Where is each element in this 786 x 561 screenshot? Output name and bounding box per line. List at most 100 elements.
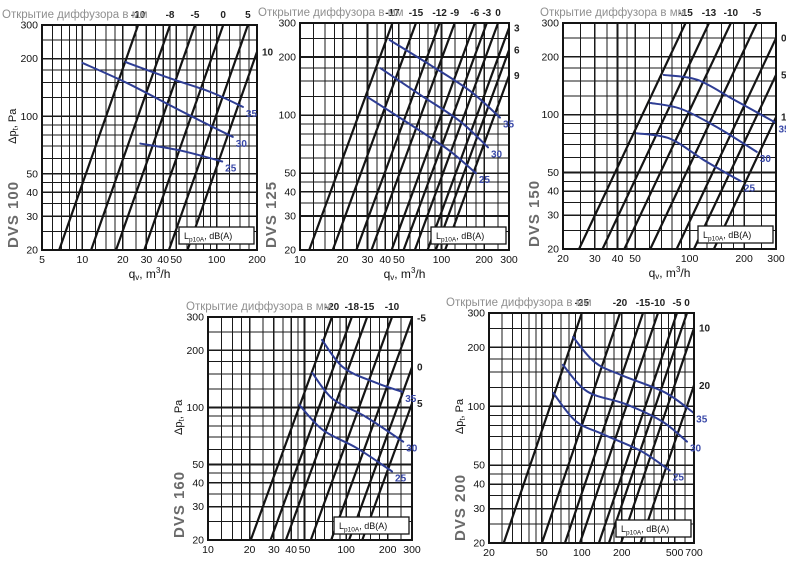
opening-line (426, 27, 509, 250)
noise-curve-label: 30 (491, 149, 503, 160)
y-tick-label: 100 (186, 402, 204, 414)
y-tick-label: 40 (192, 477, 204, 489)
opening-label-top: -25 (575, 298, 590, 309)
x-tick-label: 50 (536, 547, 548, 559)
opening-lines (58, 25, 257, 250)
x-tick-label: 50 (629, 253, 641, 265)
y-tick-label: 50 (26, 168, 38, 180)
y-tick-label: 20 (473, 538, 485, 550)
x-tick-label: 50 (299, 544, 311, 556)
noise-curve-label: 25 (673, 472, 685, 483)
opening-line (402, 23, 488, 250)
model-label: DVS 100 (5, 181, 22, 248)
noise-curve-label: 30 (406, 444, 418, 455)
opening-line (502, 313, 583, 543)
y-tick-label: 50 (473, 460, 485, 472)
noise-curve-30 (81, 61, 234, 138)
opening-label-top: 5 (245, 10, 251, 21)
opening-label-right: 0 (417, 363, 423, 374)
opening-label-top: -3 (482, 8, 491, 19)
x-tick-label: 700 (685, 547, 703, 559)
noise-curves (81, 61, 244, 163)
opening-line (284, 317, 369, 540)
noise-curve-25 (298, 404, 393, 473)
opening-label-top: -8 (166, 10, 175, 21)
noise-curve-label: 25 (479, 175, 491, 186)
y-tick-label: 30 (547, 210, 559, 222)
opening-label-top: -5 (752, 8, 761, 19)
x-tick-label: 30 (589, 253, 601, 265)
model-label: DVS 160 (171, 471, 188, 538)
opening-line (623, 23, 732, 249)
noise-level-box (697, 225, 774, 244)
noise-curve-25 (635, 132, 742, 183)
x-axis-unit-label: qv, m3/h (649, 265, 691, 281)
x-tick-label: 300 (500, 254, 518, 266)
plot-border (562, 22, 777, 250)
x-tick-label: 200 (735, 253, 753, 265)
noise-curve-35 (124, 61, 244, 108)
opening-line (639, 384, 694, 543)
y-tick-label: 40 (26, 187, 38, 199)
noise-curve-label: 25 (395, 473, 407, 484)
opening-label-top: -5 (191, 10, 200, 21)
opening-line (578, 313, 660, 543)
opening-label-top: -12 (432, 8, 447, 19)
plot-border (299, 22, 510, 251)
y-tick-label: 30 (192, 501, 204, 513)
opening-label-top: -15 (409, 8, 424, 19)
opening-line (331, 23, 417, 250)
opening-label-right: 0 (781, 34, 786, 45)
opening-label-top: 0 (495, 8, 501, 19)
noise-curve-label: 35 (246, 109, 258, 120)
opening-label-right: -5 (417, 314, 426, 325)
opening-label-top: -10 (131, 10, 146, 21)
noise-level-box-label: Lp10A, dB(A) (339, 521, 387, 534)
x-tick-label: 500 (666, 547, 684, 559)
x-tick-label: 40 (285, 544, 297, 556)
noise-curve-label: 25 (744, 183, 756, 194)
opening-line (540, 313, 622, 543)
grid (207, 316, 413, 541)
x-tick-label: 50 (393, 254, 405, 266)
opening-label-right: 9 (514, 71, 520, 82)
opening-label-top: -20 (613, 298, 628, 309)
opening-line (390, 23, 476, 250)
noise-curve-label: 25 (225, 164, 237, 175)
opening-label-top: -17 (385, 8, 400, 19)
y-tick-label: 30 (284, 211, 296, 223)
opening-label-top: -20 (325, 302, 340, 313)
model-label: DVS 200 (452, 474, 469, 541)
x-tick-label: 40 (157, 254, 169, 266)
model-label: DVS 125 (263, 181, 280, 248)
y-tick-label: 200 (278, 51, 296, 63)
opening-line (649, 23, 758, 249)
x-tick-label: 30 (268, 544, 280, 556)
x-tick-label: 100 (573, 547, 591, 559)
chart-dvs-125: Lp10A, dB(A) -17 -15 -12 -9 -6 -3 0 3 6 9 35 30 25 20 3… (258, 7, 520, 282)
x-tick-label: 100 (433, 254, 451, 266)
opening-line (90, 25, 172, 250)
noise-curve-label: 35 (778, 125, 786, 136)
y-tick-label: 50 (192, 459, 204, 471)
x-axis-unit-label: qv, m3/h (129, 266, 171, 282)
x-tick-label: 300 (403, 544, 421, 556)
noise-curve-25 (366, 96, 477, 175)
chart-title: Открытие диффузора в мм (446, 297, 592, 309)
noise-level-box (615, 519, 692, 538)
opening-line (309, 317, 394, 540)
x-tick-label: 10 (202, 544, 214, 556)
opening-line (434, 49, 509, 250)
chart-dvs-100: Lp10A, dB(A)-10 -8 -5 0 51035302520304050100… (2, 9, 274, 282)
y-tick-label: 20 (284, 245, 296, 257)
y-tick-label: 30 (26, 211, 38, 223)
x-tick-label: 100 (337, 544, 355, 556)
y-tick-label: 300 (186, 312, 204, 324)
opening-label-top: -5 (673, 298, 682, 309)
x-tick-label: 20 (117, 254, 129, 266)
opening-label-top: -18 (345, 302, 360, 313)
y-tick-label: 200 (541, 51, 559, 63)
